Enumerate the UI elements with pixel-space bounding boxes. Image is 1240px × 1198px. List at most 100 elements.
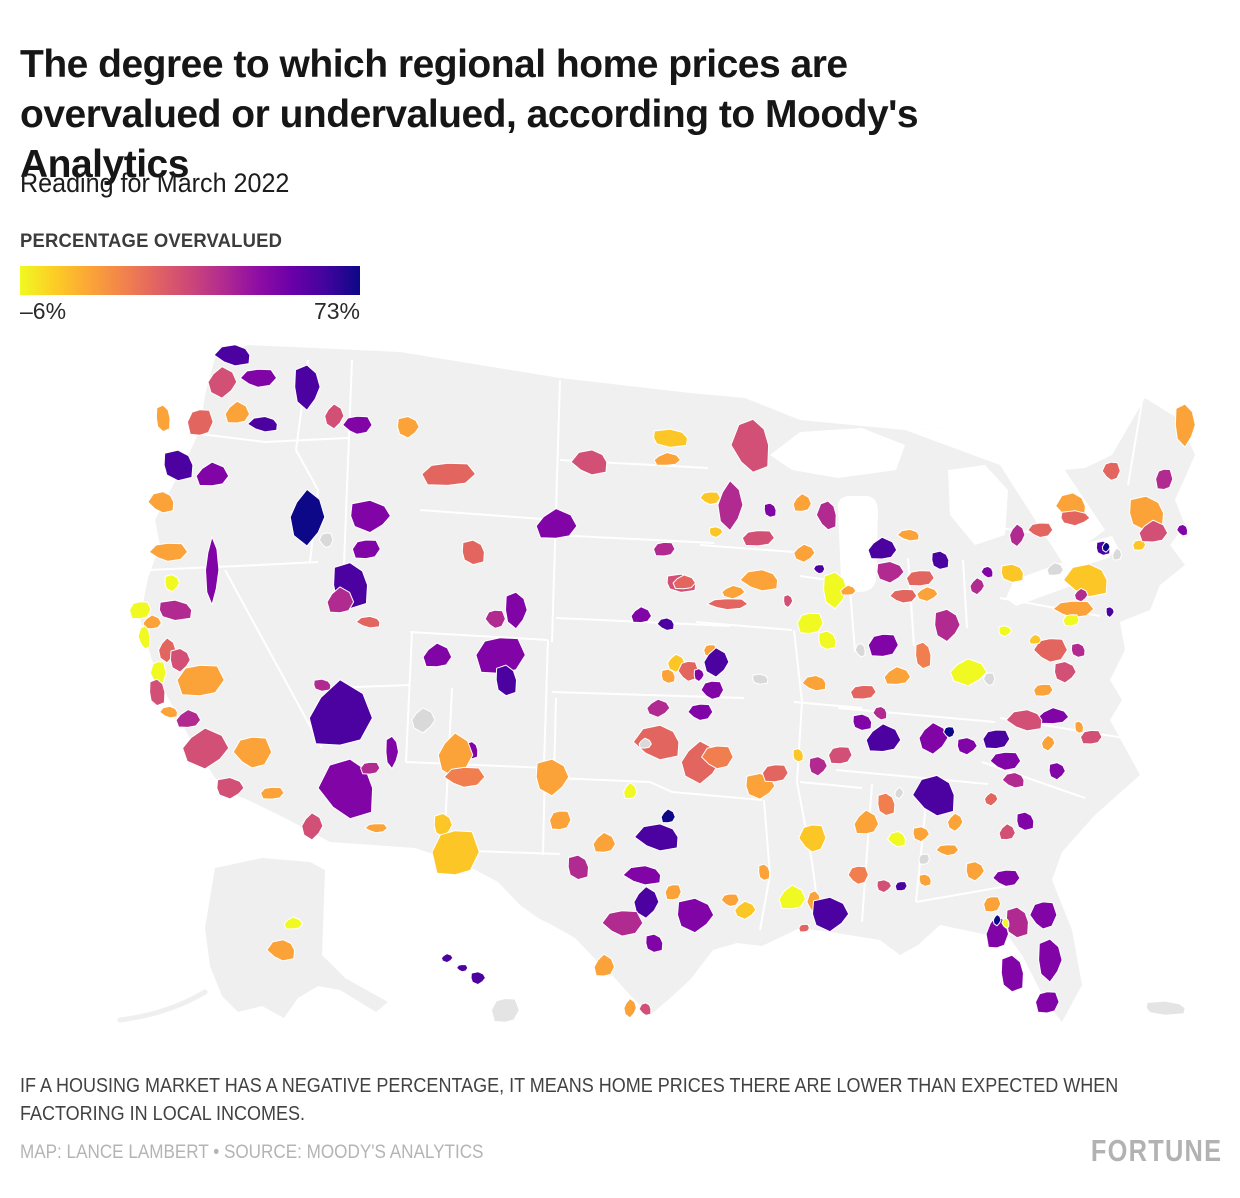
metro-region <box>239 368 278 388</box>
metro-region <box>965 861 985 882</box>
metro-region <box>778 884 807 910</box>
metro-region <box>912 826 930 843</box>
metro-region <box>1155 468 1174 490</box>
metro-region <box>706 598 749 611</box>
metro-region <box>1074 587 1089 603</box>
state-border-line <box>553 697 763 801</box>
metro-region <box>798 923 810 933</box>
metro-region <box>918 853 930 865</box>
metro-region <box>1041 734 1056 752</box>
metro-region <box>247 416 278 433</box>
metro-region <box>823 571 848 610</box>
metro-region <box>324 403 345 430</box>
metro-region <box>931 550 950 570</box>
metro-region <box>653 541 676 557</box>
metro-region <box>1105 606 1115 618</box>
metro-region <box>289 488 326 547</box>
metro-region <box>260 786 285 800</box>
metro-region <box>918 873 932 887</box>
state-border-line <box>405 631 413 763</box>
metro-region <box>798 824 827 853</box>
metro-region <box>646 698 671 718</box>
metro-region <box>317 758 374 820</box>
state-border-line <box>553 534 715 544</box>
metro-region <box>567 854 589 881</box>
state-border-line <box>699 544 795 553</box>
metro-region <box>601 910 644 937</box>
metro-region <box>741 530 775 547</box>
metro-region <box>301 812 324 841</box>
aleutian-islands <box>117 989 208 1023</box>
metro-region <box>763 502 777 518</box>
metro-region <box>638 737 652 749</box>
metro-region <box>815 500 837 531</box>
metro-region <box>792 493 812 512</box>
metro-region <box>164 574 180 593</box>
metro-region <box>730 418 770 473</box>
metro-region <box>849 684 877 700</box>
metro-region <box>984 791 999 807</box>
metro-region <box>998 625 1012 637</box>
metro-region <box>570 449 608 476</box>
metro-region <box>182 727 230 770</box>
metro-region <box>867 536 898 560</box>
metro-region <box>865 723 902 752</box>
metro-region <box>632 724 680 761</box>
state-border-line <box>224 569 323 749</box>
metro-region <box>887 831 906 848</box>
metro-region <box>205 536 220 606</box>
ontario-cutout <box>905 428 1105 562</box>
metro-region <box>660 668 676 684</box>
metro-region <box>593 953 615 977</box>
metro-region <box>440 953 454 964</box>
metro-region <box>147 491 175 514</box>
metro-region <box>653 452 682 466</box>
metro-region <box>1080 729 1103 745</box>
legend-title: PERCENTAGE OVERVALUED <box>20 231 283 252</box>
state-border-line <box>405 761 549 769</box>
great-lake <box>837 496 878 592</box>
metro-region <box>634 823 679 852</box>
metro-region <box>351 539 381 560</box>
metro-region <box>872 706 888 721</box>
metro-region <box>867 633 899 657</box>
metro-region <box>672 574 696 590</box>
metro-region <box>980 565 994 579</box>
metro-region <box>677 660 699 682</box>
legend-min-label: –6% <box>20 298 67 324</box>
metro-region <box>318 532 334 548</box>
footnote: IF A HOUSING MARKET HAS A NEGATIVE PERCE… <box>20 1075 1119 1125</box>
metro-region <box>313 678 332 692</box>
metro-region <box>364 823 389 834</box>
metro-region <box>495 664 517 697</box>
metro-region <box>883 666 912 685</box>
metro-region <box>947 812 964 832</box>
metro-region <box>812 896 850 933</box>
metro-region <box>989 751 1022 771</box>
metro-region <box>169 648 191 673</box>
fortune-logo: FORTUNE <box>1090 1133 1222 1168</box>
metro-region <box>808 756 828 777</box>
legend-max-label: 73% <box>313 298 360 324</box>
metro-region <box>852 713 873 731</box>
metro-region <box>1060 510 1091 527</box>
metro-region <box>1176 523 1188 537</box>
metro-region <box>421 462 477 486</box>
metro-region <box>894 881 908 892</box>
metro-region <box>693 668 705 683</box>
metro-region <box>894 787 904 800</box>
metro-region <box>700 680 725 700</box>
metro-region <box>1009 523 1026 548</box>
state-border-line <box>1127 401 1143 486</box>
metro-region <box>854 643 866 658</box>
metro-region <box>360 761 381 775</box>
metro-region <box>505 591 528 630</box>
metro-region <box>1033 683 1054 697</box>
metro-region <box>840 584 857 596</box>
metro-region <box>148 542 189 562</box>
metro-region <box>949 658 988 687</box>
metro-region <box>216 777 245 800</box>
metro-region <box>720 893 740 907</box>
metro-region <box>1074 720 1084 734</box>
metro-region <box>1028 633 1042 645</box>
